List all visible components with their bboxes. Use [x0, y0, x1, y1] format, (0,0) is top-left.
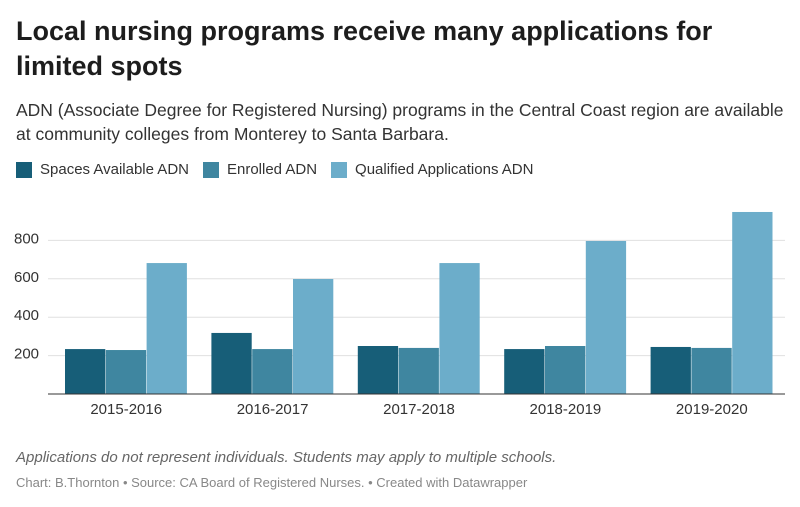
chart-title: Local nursing programs receive many appl… [16, 16, 713, 81]
bar [439, 263, 480, 394]
bar [691, 347, 732, 394]
bar [398, 347, 439, 394]
bar [293, 278, 334, 394]
x-tick-label: 2016-2017 [237, 401, 309, 418]
bar [65, 349, 106, 394]
bar [650, 346, 691, 394]
legend-item: Enrolled ADN [202, 161, 318, 178]
x-tick-label: 2017-2018 [383, 401, 455, 418]
legend-label: Spaces Available ADN [40, 161, 189, 178]
chart-credit: Chart: B.Thornton • Source: CA Board of … [16, 475, 528, 490]
bar [732, 211, 773, 394]
bar [252, 349, 293, 394]
legend-label: Qualified Applications ADN [355, 161, 534, 178]
chart-note: Applications do not represent individual… [16, 449, 557, 466]
x-tick-label: 2018-2019 [530, 401, 602, 418]
bar [504, 349, 545, 394]
y-tick-label: 800 [14, 230, 39, 247]
y-tick-label: 400 [14, 307, 39, 324]
legend-swatch [16, 161, 32, 178]
legend: Spaces Available ADN Enrolled ADN Qualifie… [16, 161, 533, 178]
chart-subtitle: ADN (Associate Degree for Registered Nur… [16, 100, 784, 144]
bar [211, 332, 252, 394]
legend-label: Enrolled ADN [226, 161, 318, 178]
legend-item: Spaces Available ADN [16, 161, 189, 178]
legend-item: Qualified Applications ADN [331, 161, 533, 178]
bar [357, 346, 399, 394]
legend-swatch [331, 161, 348, 178]
x-tick-label: 2019-2020 [676, 401, 748, 418]
y-tick-label: 600 [14, 269, 39, 286]
bar [105, 350, 147, 394]
legend-swatch [202, 161, 219, 178]
bar [585, 240, 627, 394]
bar [146, 263, 187, 394]
bar [545, 346, 586, 394]
chart: 200 400 600 800 2015-2016 2016-2017 2017-2018 2… [14, 211, 785, 418]
x-tick-label: 2015-2016 [90, 401, 162, 418]
y-tick-label: 200 [14, 346, 39, 363]
